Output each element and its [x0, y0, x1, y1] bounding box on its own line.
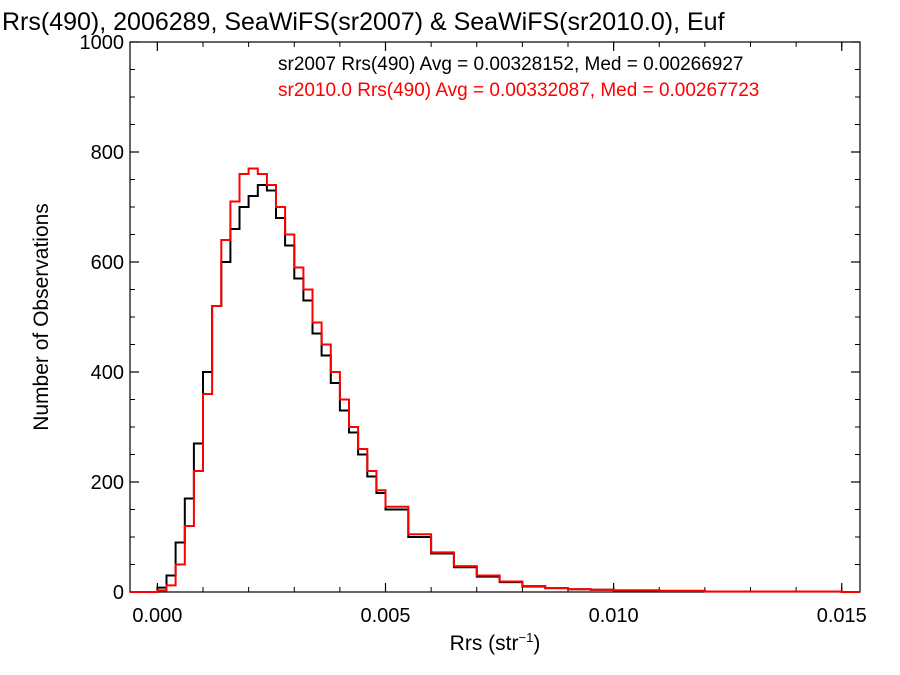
- legend-entry-sr2010: sr2010.0 Rrs(490) Avg = 0.00332087, Med …: [278, 80, 759, 101]
- series-layer: [130, 167, 860, 593]
- chart-title: Rrs(490), 2006289, SeaWiFS(sr2007) & Sea…: [2, 8, 725, 36]
- x-tick-label: 0.010: [589, 605, 639, 627]
- y-axis-label: Number of Observations: [30, 203, 53, 431]
- y-tick-label: 800: [91, 142, 124, 164]
- y-tick-label: 400: [91, 362, 124, 384]
- x-tick-label: 0.015: [817, 605, 867, 627]
- x-axis-label-tail: ): [533, 632, 540, 655]
- y-tick-label: 600: [91, 252, 124, 274]
- y-tick-label: 1000: [80, 32, 125, 54]
- x-tick-label: 0.005: [360, 605, 410, 627]
- plot-frame: [129, 41, 861, 593]
- series-line-sr2010: [130, 167, 860, 593]
- x-axis-label: Rrs (str−1): [450, 630, 541, 655]
- y-tick-label: 200: [91, 472, 124, 494]
- y-tick-label: 0: [113, 582, 124, 604]
- x-tick-label: 0.000: [132, 605, 182, 627]
- x-axis: 0.000 0.005 0.010 0.015: [132, 42, 867, 627]
- x-axis-label-sup: −1: [519, 630, 534, 645]
- series-line-sr2007: [130, 184, 860, 593]
- legend-entry-sr2007: sr2007 Rrs(490) Avg = 0.00328152, Med = …: [278, 54, 744, 75]
- x-axis-label-main: Rrs (str: [450, 632, 519, 655]
- y-axis: 0 200 400 600 800 1000: [80, 32, 860, 604]
